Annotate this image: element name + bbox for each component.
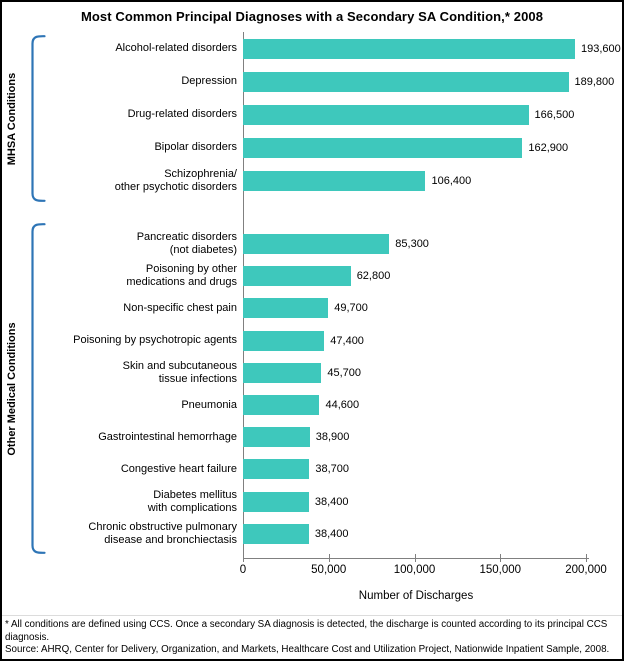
bar [243, 170, 426, 191]
value-label: 106,400 [431, 174, 472, 187]
bar [243, 298, 329, 319]
bar [243, 395, 320, 416]
bar-row: Depression 189,800 [2, 65, 622, 98]
x-tick-label: 200,000 [565, 564, 607, 576]
value-label: 49,700 [334, 302, 368, 315]
bar-row: Poisoning by psychotropic agents 47,400 [2, 325, 622, 357]
y-axis-line [243, 32, 244, 558]
category-label: Skin and subcutaneous tissue infections [122, 359, 237, 385]
x-axis-tick [500, 554, 502, 562]
category-label: Congestive heart failure [120, 462, 237, 475]
bar-row: Schizophrenia/ other psychotic disorders… [2, 164, 622, 197]
category-label: Poisoning by other medications and drugs [126, 263, 237, 289]
value-label: 166,500 [534, 108, 575, 121]
footnotes: * All conditions are defined using CCS. … [5, 619, 620, 657]
bar [243, 491, 309, 512]
category-label: Bipolar disorders [154, 141, 237, 153]
x-axis-tick [328, 554, 330, 562]
category-label: Diabetes mellitus with complications [147, 488, 237, 514]
x-tick-label: 100,000 [393, 564, 436, 576]
group-label-other-medical-conditions: Other Medical Conditions [6, 321, 18, 456]
bar [243, 266, 351, 287]
x-axis-title: Number of Discharges [358, 590, 474, 602]
value-label: 38,900 [315, 431, 350, 444]
bar [243, 38, 576, 59]
bar-row: Pneumonia 44,600 [2, 389, 622, 421]
category-label: Pneumonia [181, 398, 237, 411]
bar [243, 234, 390, 255]
value-label: 38,400 [314, 527, 349, 540]
value-label: 189,800 [574, 75, 615, 88]
value-label: 38,700 [315, 463, 350, 476]
bar-row: Skin and subcutaneous tissue infections 4… [2, 357, 622, 389]
footnote-divider [2, 615, 622, 616]
category-label: Schizophrenia/ other psychotic disorders [114, 167, 237, 193]
bar [243, 137, 523, 158]
value-label: 45,700 [327, 366, 362, 379]
x-axis-tick [243, 554, 244, 562]
x-axis-tick [586, 554, 587, 562]
bar-row: Chronic obstructive pulmonary disease an… [2, 518, 622, 550]
category-label: Alcohol-related disorders [115, 42, 237, 54]
bar-row: Gastrointestinal hemorrhage 38,900 [2, 421, 622, 453]
bar [243, 523, 309, 544]
x-tick-label: 50,000 [311, 564, 347, 576]
footnote-source: Source: AHRQ, Center for Delivery, Organ… [5, 644, 610, 656]
x-tick-label: 150,000 [479, 564, 522, 576]
value-label: 193,600 [581, 42, 621, 55]
group-bracket [31, 35, 46, 202]
bar-row: Non-specific chest pain 49,700 [2, 292, 622, 324]
bar [243, 427, 310, 448]
category-label: Pancreatic disorders (not diabetes) [136, 231, 237, 257]
bar-group: Alcohol-related disorders 193,600 Depressi… [2, 32, 622, 197]
bar-row: Congestive heart failure 38,700 [2, 453, 622, 485]
category-label: Gastrointestinal hemorrhage [98, 430, 237, 443]
chart-title: Most Common Principal Diagnoses with a S… [80, 9, 544, 24]
x-axis-line [243, 558, 589, 559]
value-label: 44,600 [325, 399, 360, 412]
value-label: 47,400 [330, 334, 364, 347]
category-label: Poisoning by psychotropic agents [73, 334, 237, 347]
bar [243, 330, 325, 351]
bar [243, 362, 322, 383]
value-label: 62,800 [356, 270, 391, 283]
x-tick-label: 0 [239, 564, 247, 576]
value-label: 38,400 [314, 495, 349, 508]
group-label-mhsa-conditions: MHSA Conditions [6, 72, 18, 165]
category-label: Depression [181, 75, 237, 87]
bar-row: Poisoning by other medications and drugs… [2, 260, 622, 292]
bar [243, 104, 529, 125]
category-label: Chronic obstructive pulmonary disease an… [88, 520, 237, 546]
bar-row: Pancreatic disorders (not diabetes) 85,30… [2, 228, 622, 260]
bar-row: Diabetes mellitus with complications 38,4… [2, 486, 622, 518]
value-label: 162,900 [528, 141, 569, 154]
footnote-asterisk: * All conditions are defined using CCS. … [5, 619, 608, 643]
bar [243, 71, 569, 92]
value-label: 85,300 [395, 238, 429, 251]
category-label: Non-specific chest pain [123, 301, 237, 314]
bar [243, 459, 310, 480]
bar-row: Alcohol-related disorders 193,600 [2, 32, 622, 65]
bar-rows: Alcohol-related disorders 193,600 Depressi… [2, 32, 622, 550]
bar-row: Bipolar disorders 162,900 [2, 131, 622, 164]
category-label: Drug-related disorders [127, 108, 237, 120]
bar-group: Pancreatic disorders (not diabetes) 85,30… [2, 228, 622, 550]
x-axis-tick [414, 554, 416, 562]
bar-row: Drug-related disorders 166,500 [2, 98, 622, 131]
group-bracket [31, 223, 46, 554]
